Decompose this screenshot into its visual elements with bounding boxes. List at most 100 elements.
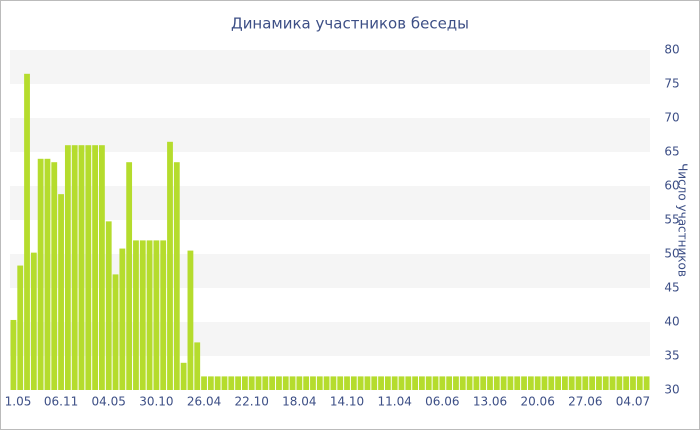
bar [561,376,568,390]
bar [44,158,51,390]
y-tick-label: 50 [664,247,679,261]
bar [623,376,630,390]
bar [337,376,344,390]
y-tick-label: 60 [664,179,679,193]
x-tick-label: 14.10 [330,395,364,409]
bar [439,376,446,390]
bar [207,376,214,390]
bar [371,376,378,390]
grid-band [10,186,650,220]
bar [419,376,425,390]
bar [37,158,44,390]
bar [364,376,371,390]
x-tick-label: 06.06 [425,395,459,409]
bar [521,376,527,390]
grid-band [10,118,650,152]
bar [24,73,30,391]
bar [480,376,487,390]
bar [527,376,534,390]
bar [323,376,330,390]
x-tick-label: 18.04 [282,395,316,409]
chart-title: Динамика участников беседы [231,15,469,33]
bar [616,376,623,390]
bar [269,376,276,390]
y-tick-label: 70 [664,111,679,125]
bar [459,376,466,390]
y-tick-label: 65 [664,145,679,159]
bar [514,376,521,390]
bar [575,376,582,390]
bar [153,240,160,390]
bar [201,376,207,390]
bar [636,376,643,390]
bar [391,376,398,390]
bar [71,145,78,390]
bar [167,141,173,390]
x-tick-label: 04.05 [92,395,126,409]
bar [173,162,180,390]
bar [78,145,85,390]
bar [493,376,500,390]
x-tick-label: 11.04 [378,395,412,409]
x-tick-label: 06.11 [44,395,78,409]
bar [126,162,133,390]
bar [589,376,596,390]
x-tick-label: 30.10 [139,395,173,409]
bar [58,194,64,390]
bar [262,376,269,390]
bar [432,376,439,390]
bar [310,376,316,390]
bar [344,376,350,390]
bar [609,376,616,390]
bar [534,376,541,390]
bar [85,145,92,390]
bar [133,240,139,390]
y-tick-label: 55 [664,213,679,227]
bar [357,376,364,390]
bar [500,376,507,390]
y-tick-label: 45 [664,281,679,295]
bar [473,376,480,390]
bar [64,145,71,390]
bar [10,319,17,390]
bar [384,376,391,390]
y-tick-label: 35 [664,349,679,363]
x-tick-label: 20.06 [520,395,554,409]
y-tick-label: 30 [664,383,679,397]
bar [160,240,167,390]
x-tick-label: 1.05 [5,395,32,409]
bar [555,376,561,390]
bar [296,376,303,390]
bar [282,376,289,390]
bar [316,376,323,390]
y-axis-label: Число участников [676,163,690,277]
x-tick-label: 13.06 [473,395,507,409]
bar [221,376,228,390]
bar [214,376,221,390]
bar [405,376,412,390]
bar [180,362,187,390]
bar [582,376,589,390]
bar [248,376,255,390]
bar [276,376,282,390]
bar [105,221,112,390]
bar [17,265,24,390]
bar [146,240,153,390]
x-tick-label: 22.10 [235,395,269,409]
bar [602,376,609,390]
bar [235,376,241,390]
y-tick-label: 75 [664,77,679,91]
bar [330,376,337,390]
x-tick-label: 26.04 [187,395,221,409]
bar [378,376,384,390]
bar [241,376,248,390]
bar [187,250,194,390]
bar [643,376,650,390]
bar [51,162,58,390]
bar [139,240,146,390]
bar [289,376,296,390]
y-tick-label: 80 [664,43,679,57]
bar [425,376,432,390]
bar [487,376,493,390]
